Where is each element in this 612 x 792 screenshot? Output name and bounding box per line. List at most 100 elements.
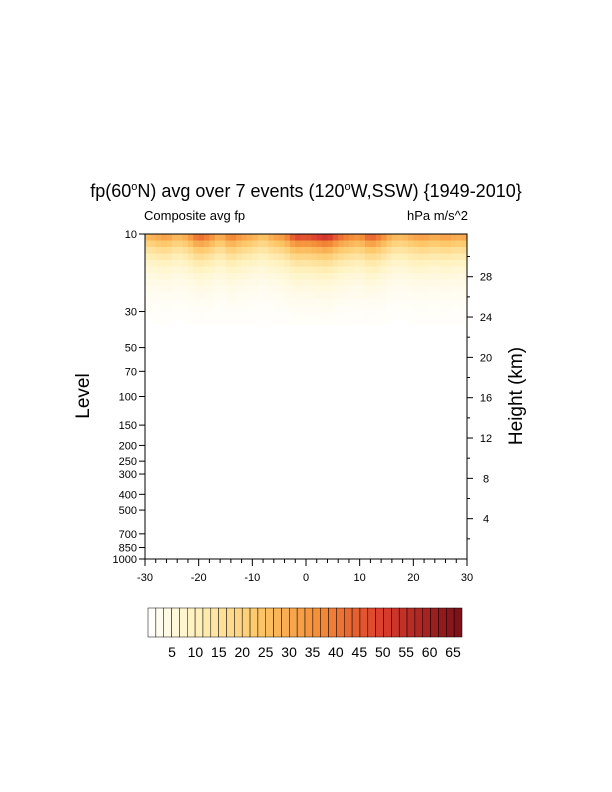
heatmap-cell	[204, 279, 210, 287]
heatmap-cell	[348, 247, 355, 255]
heatmap-cell	[424, 286, 431, 294]
heatmap-cell	[252, 312, 259, 320]
heatmap-cell	[225, 305, 232, 313]
heatmap-cell	[279, 305, 286, 313]
heatmap-cell	[252, 292, 259, 300]
heatmap-cell	[322, 286, 329, 294]
heatmap-cell	[241, 260, 248, 268]
heatmap-cell	[370, 305, 377, 313]
heatmap-cell	[440, 318, 447, 326]
heatmap-cell	[381, 240, 388, 248]
heatmap-cell	[402, 247, 409, 255]
heatmap-cell	[413, 247, 420, 255]
heatmap-cell	[171, 305, 178, 313]
heatmap-cell	[268, 299, 275, 307]
heatmap-cell	[322, 260, 329, 268]
heatmap-cell	[284, 286, 291, 294]
heatmap-cell	[187, 279, 194, 287]
heatmap-cell	[145, 305, 151, 313]
heatmap-cell	[327, 266, 334, 274]
heatmap-cell	[429, 260, 436, 268]
heatmap-cell	[397, 312, 404, 320]
heatmap-cell	[375, 247, 382, 255]
heatmap-cell	[354, 240, 361, 248]
heatmap-cell	[284, 299, 291, 307]
heatmap-cell	[155, 240, 162, 248]
heatmap-cell	[359, 299, 366, 307]
heatmap-cell	[359, 240, 366, 248]
heatmap-cell	[198, 292, 205, 300]
heatmap-cell	[375, 240, 382, 248]
heatmap-cell	[198, 312, 205, 320]
heatmap-cell	[407, 305, 414, 313]
heatmap-cell	[182, 312, 189, 320]
heatmap-cell	[161, 273, 168, 281]
heatmap-cell	[182, 266, 189, 274]
heatmap-cell	[327, 318, 334, 326]
heatmap-cell	[456, 312, 463, 320]
heatmap-cell	[284, 260, 291, 268]
heatmap-cell	[402, 253, 409, 261]
heatmap-cell	[375, 266, 382, 274]
heatmap-cell	[273, 286, 280, 294]
heatmap-cell	[445, 234, 452, 242]
heatmap-cell	[450, 292, 457, 300]
heatmap-cell	[407, 234, 414, 242]
heatmap-cell	[187, 234, 194, 242]
heatmap-cell	[300, 318, 307, 326]
heatmap-cell	[177, 305, 184, 313]
heatmap-cell	[225, 240, 232, 248]
heatmap-cell	[273, 299, 280, 307]
heatmap-cell	[418, 299, 425, 307]
heatmap-cell	[386, 318, 393, 326]
colorbar-box	[202, 607, 212, 638]
heatmap-cell	[257, 253, 264, 261]
heatmap-cell	[413, 305, 420, 313]
heatmap-cell	[289, 279, 296, 287]
heatmap-cell	[354, 286, 361, 294]
heatmap-cell	[343, 305, 350, 313]
heatmap-cell	[193, 253, 200, 261]
heatmap-cell	[391, 234, 398, 242]
heatmap-cell	[354, 279, 361, 287]
heatmap-cell	[375, 234, 382, 242]
heatmap-cell	[295, 273, 302, 281]
heatmap-cell	[145, 260, 151, 268]
heatmap-cell	[230, 305, 237, 313]
heatmap-cell	[316, 312, 323, 320]
heatmap-cell	[300, 312, 307, 320]
heatmap-cell	[161, 299, 168, 307]
colorbar-box	[187, 607, 196, 638]
heatmap-cell	[252, 266, 259, 274]
heatmap-cell	[359, 234, 366, 242]
heatmap-cell	[177, 266, 184, 274]
heatmap-cell	[418, 312, 425, 320]
x-tick-label: -20	[191, 572, 207, 584]
heatmap-cell	[198, 240, 205, 248]
heatmap-cell	[241, 305, 248, 313]
heatmap-cell	[241, 266, 248, 274]
heatmap-cell	[198, 247, 205, 255]
heatmap-cell	[440, 234, 447, 242]
heatmap-cell	[338, 247, 345, 255]
heatmap-cell	[327, 247, 334, 255]
heatmap-cell	[424, 266, 431, 274]
y-tick-label: 1000	[113, 554, 137, 566]
heatmap-cell	[424, 299, 431, 307]
heatmap-cell	[161, 260, 168, 268]
heatmap-cell	[177, 279, 184, 287]
heatmap-cell	[182, 253, 189, 261]
y-right-tick-label: 24	[480, 312, 492, 324]
heatmap-cell	[273, 253, 280, 261]
heatmap-cell	[150, 260, 157, 268]
heatmap-cell	[171, 253, 178, 261]
heatmap-cell	[327, 299, 334, 307]
heatmap-cell	[365, 292, 371, 300]
heatmap-cell	[429, 286, 436, 294]
heatmap-cell	[397, 260, 404, 268]
heatmap-cell	[354, 318, 361, 326]
heatmap-cell	[155, 292, 162, 300]
heatmap-cell	[257, 247, 264, 255]
heatmap-cell	[230, 260, 237, 268]
heatmap-cell	[391, 286, 398, 294]
